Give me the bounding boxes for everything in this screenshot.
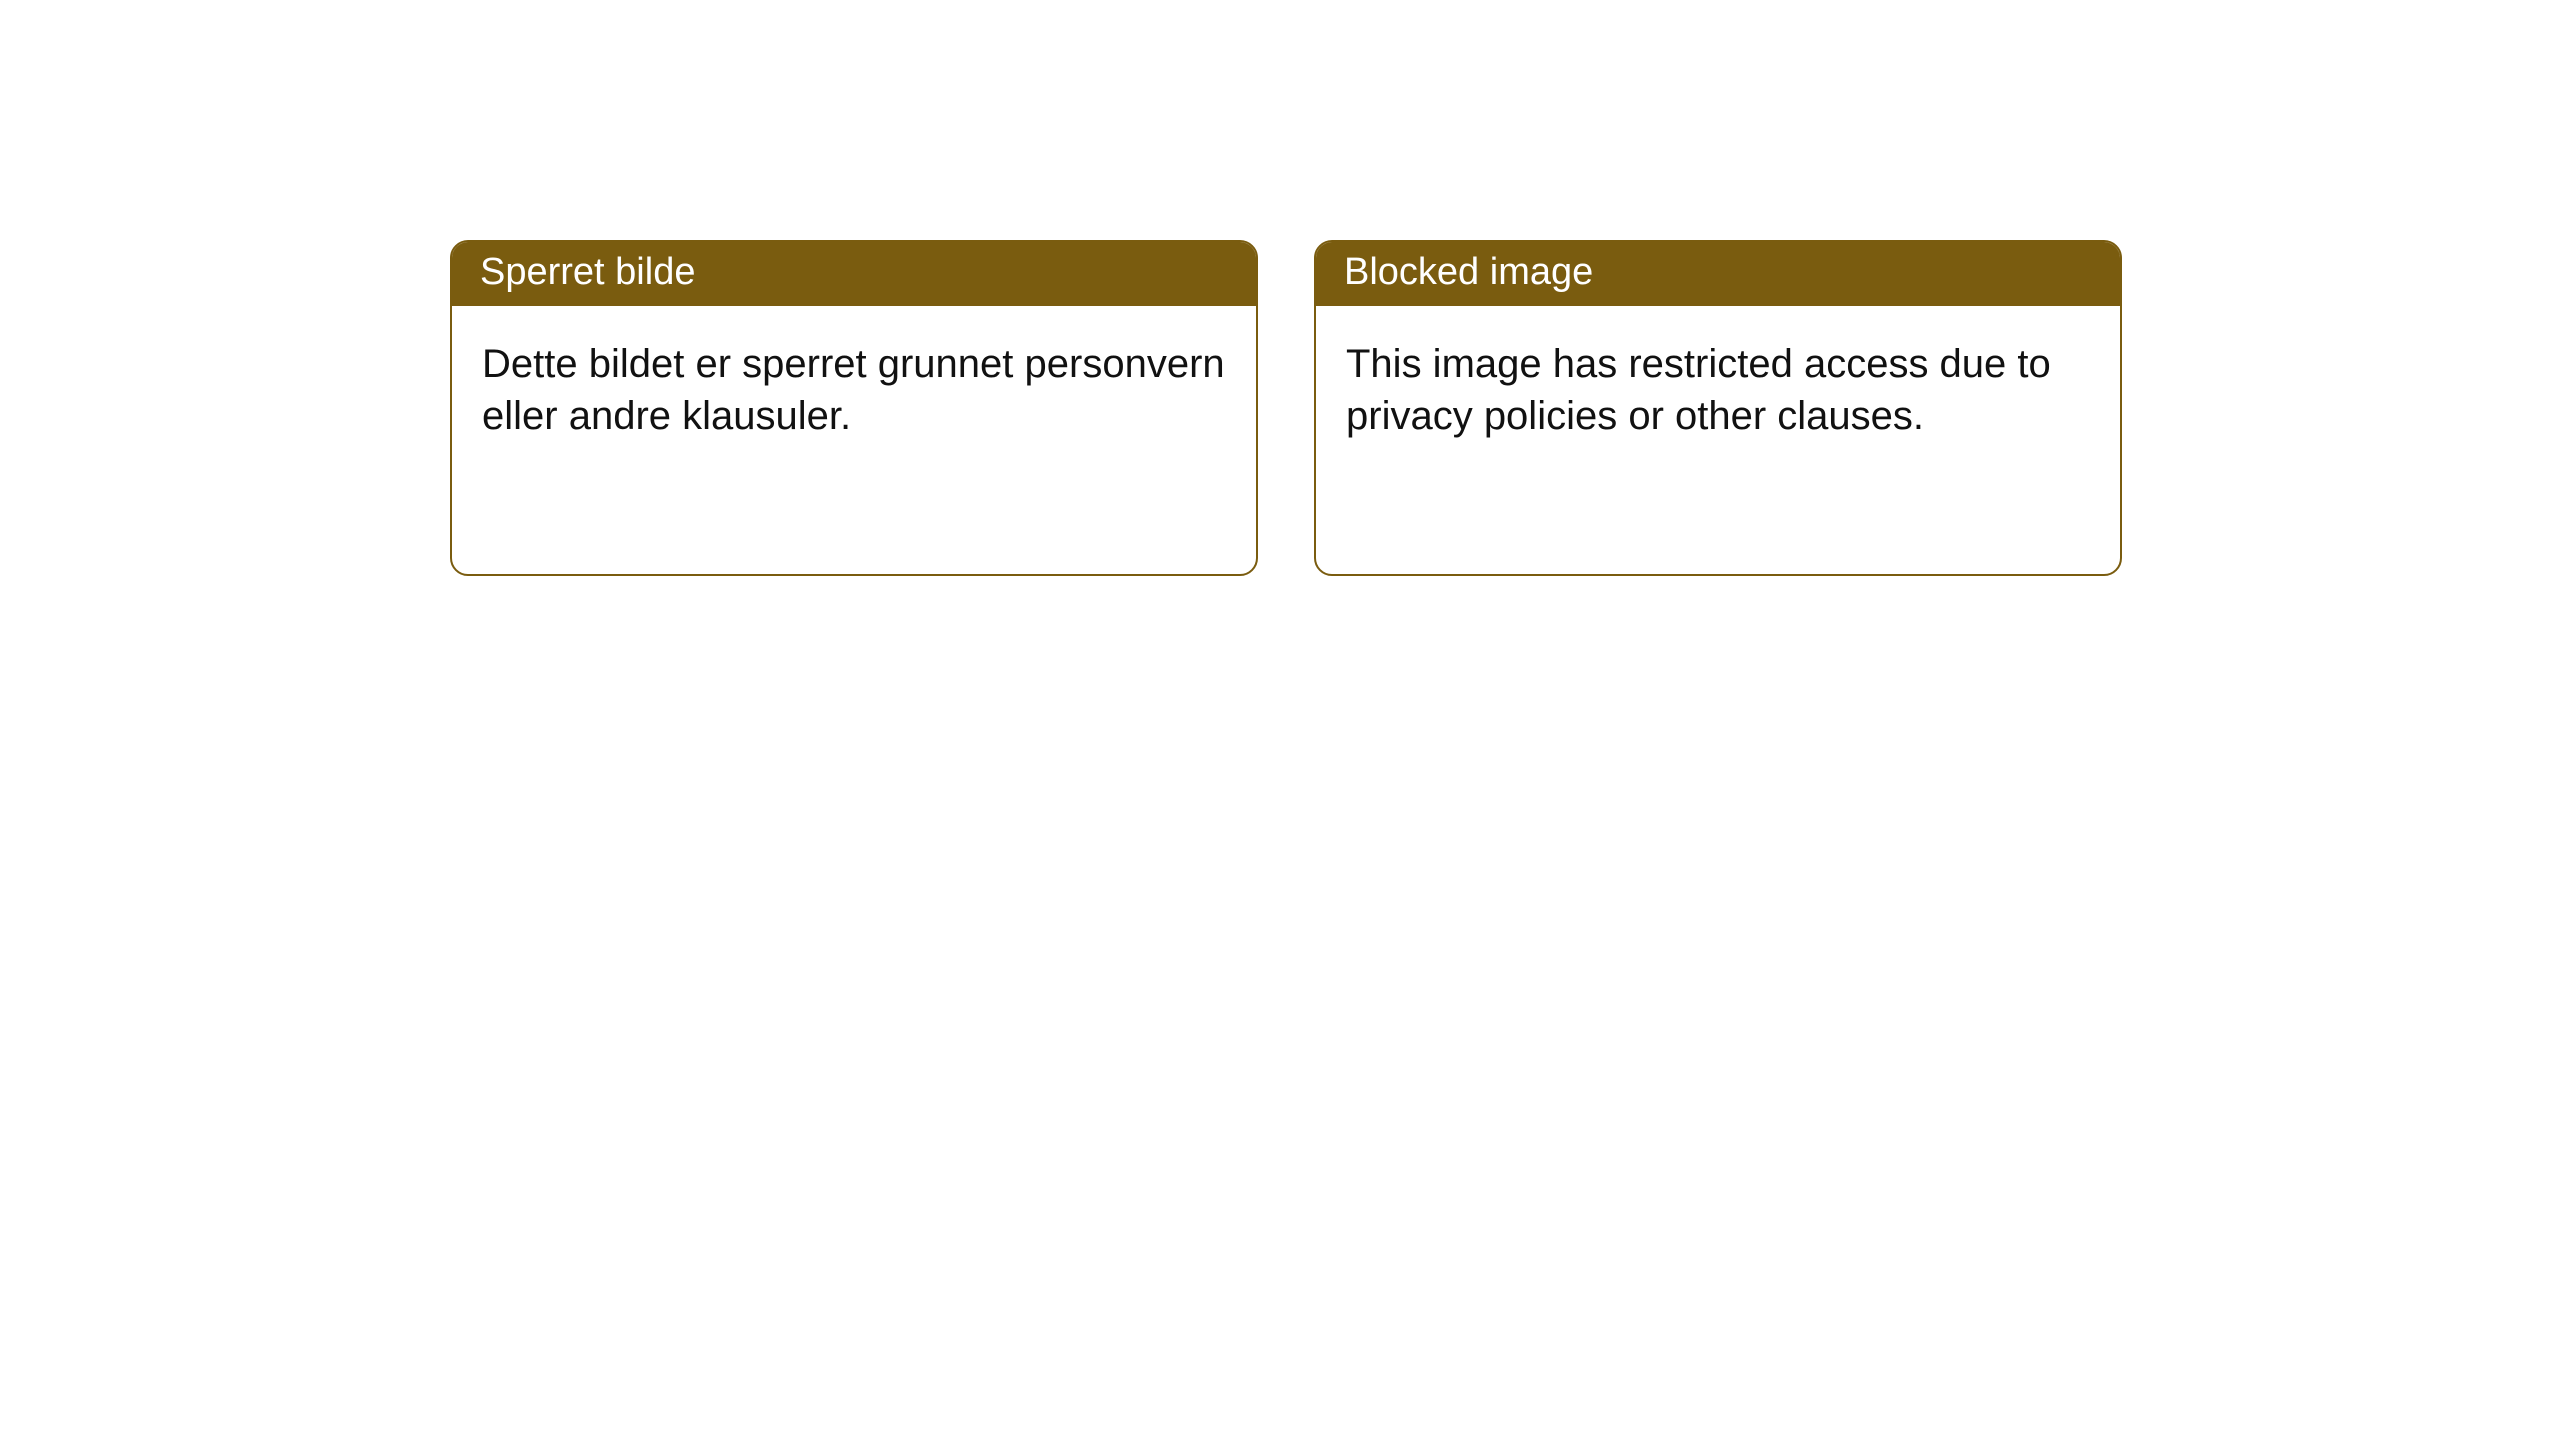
card-title: Blocked image bbox=[1344, 251, 1593, 293]
card-header: Blocked image bbox=[1316, 242, 2120, 306]
blocked-image-card-en: Blocked image This image has restricted … bbox=[1314, 240, 2122, 576]
cards-container: Sperret bilde Dette bildet er sperret gr… bbox=[0, 0, 2560, 576]
blocked-image-card-no: Sperret bilde Dette bildet er sperret gr… bbox=[450, 240, 1258, 576]
card-body-text: Dette bildet er sperret grunnet personve… bbox=[482, 342, 1225, 439]
card-title: Sperret bilde bbox=[480, 251, 695, 293]
card-header: Sperret bilde bbox=[452, 242, 1256, 306]
card-body-text: This image has restricted access due to … bbox=[1346, 342, 2051, 439]
card-body: Dette bildet er sperret grunnet personve… bbox=[452, 306, 1256, 476]
card-body: This image has restricted access due to … bbox=[1316, 306, 2120, 476]
